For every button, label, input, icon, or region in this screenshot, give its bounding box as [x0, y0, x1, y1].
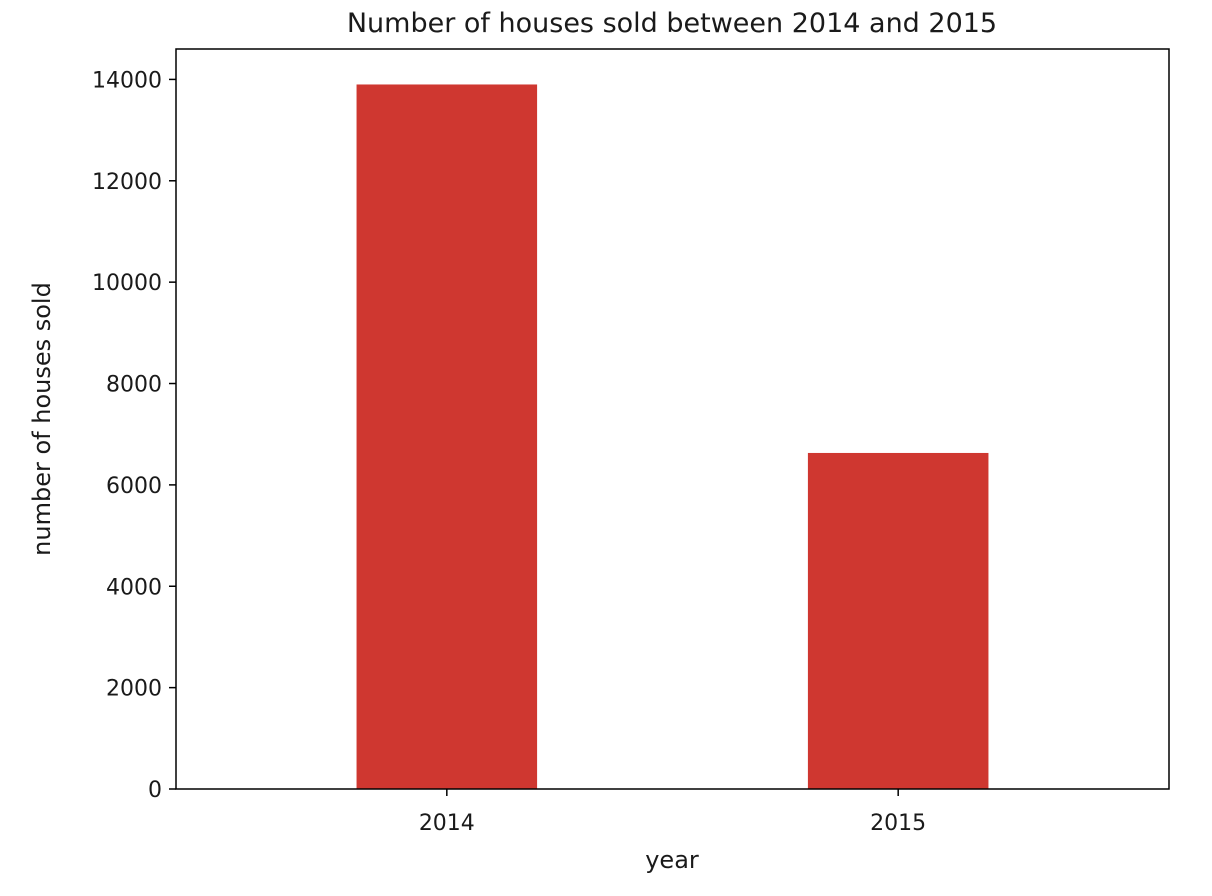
y-tick-label: 12000 [92, 170, 162, 195]
y-tick-label: 14000 [92, 68, 162, 93]
y-tick-label: 4000 [106, 575, 162, 600]
y-tick-label: 2000 [106, 677, 162, 702]
bars-layer [356, 84, 989, 790]
bar-2015 [807, 452, 989, 789]
x-tick-label: 2015 [870, 811, 926, 836]
plot-area-frame [175, 48, 1170, 790]
y-tick-label: 0 [148, 778, 162, 803]
y-axis-ticks: 0 2000 4000 6000 8000 10000 12000 14000 [92, 68, 176, 803]
x-axis-label: year [645, 846, 699, 874]
y-tick-label: 8000 [106, 373, 162, 398]
bar-2014 [356, 84, 538, 790]
y-axis-label: number of houses sold [28, 282, 56, 556]
chart-title: Number of houses sold between 2014 and 2… [347, 8, 997, 39]
y-tick-label: 10000 [92, 271, 162, 296]
x-tick-label: 2014 [419, 811, 475, 836]
x-axis-ticks: 2014 2015 [419, 789, 926, 836]
y-tick-label: 6000 [106, 474, 162, 499]
